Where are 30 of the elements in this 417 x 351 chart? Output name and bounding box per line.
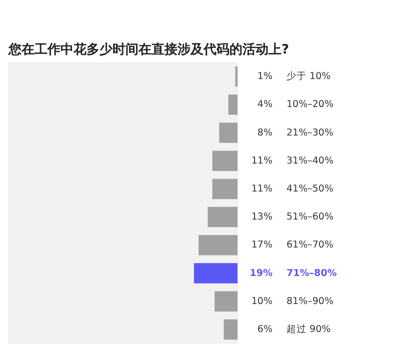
data-label: 10% xyxy=(251,296,273,307)
bar xyxy=(194,263,238,284)
data-label: 17% xyxy=(251,240,273,251)
data-label: 13% xyxy=(251,212,273,223)
data-label: 4% xyxy=(257,99,273,110)
y-tick-label: 51%–60% xyxy=(286,212,334,223)
bar xyxy=(224,319,238,340)
bar xyxy=(198,235,238,256)
bar xyxy=(208,206,238,228)
y-tick-label: 21%–30% xyxy=(286,127,334,138)
data-label: 19% xyxy=(250,268,273,279)
y-tick-label: 少于 10% xyxy=(286,70,331,82)
y-tick-label: 41%–50% xyxy=(286,183,334,194)
y-tick-label: 超过 90% xyxy=(286,322,331,335)
chart-title: 您在工作中花多少时间在直接涉及代码的活动上? xyxy=(8,42,290,58)
y-tick-label: 71%–80% xyxy=(286,268,338,279)
data-label: 1% xyxy=(257,71,273,82)
y-tick-label: 31%–40% xyxy=(286,155,334,166)
y-tick-label: 61%–70% xyxy=(286,240,334,251)
bar xyxy=(219,122,238,143)
data-label: 11% xyxy=(251,183,273,194)
y-tick-label: 81%–90% xyxy=(286,296,334,307)
data-label: 8% xyxy=(257,127,273,138)
bar xyxy=(214,291,238,312)
bar xyxy=(228,94,238,115)
bar xyxy=(212,150,238,171)
data-label: 6% xyxy=(257,324,273,335)
data-label: 11% xyxy=(251,155,273,166)
y-tick-label: 10%–20% xyxy=(286,99,334,110)
bar xyxy=(212,178,238,200)
